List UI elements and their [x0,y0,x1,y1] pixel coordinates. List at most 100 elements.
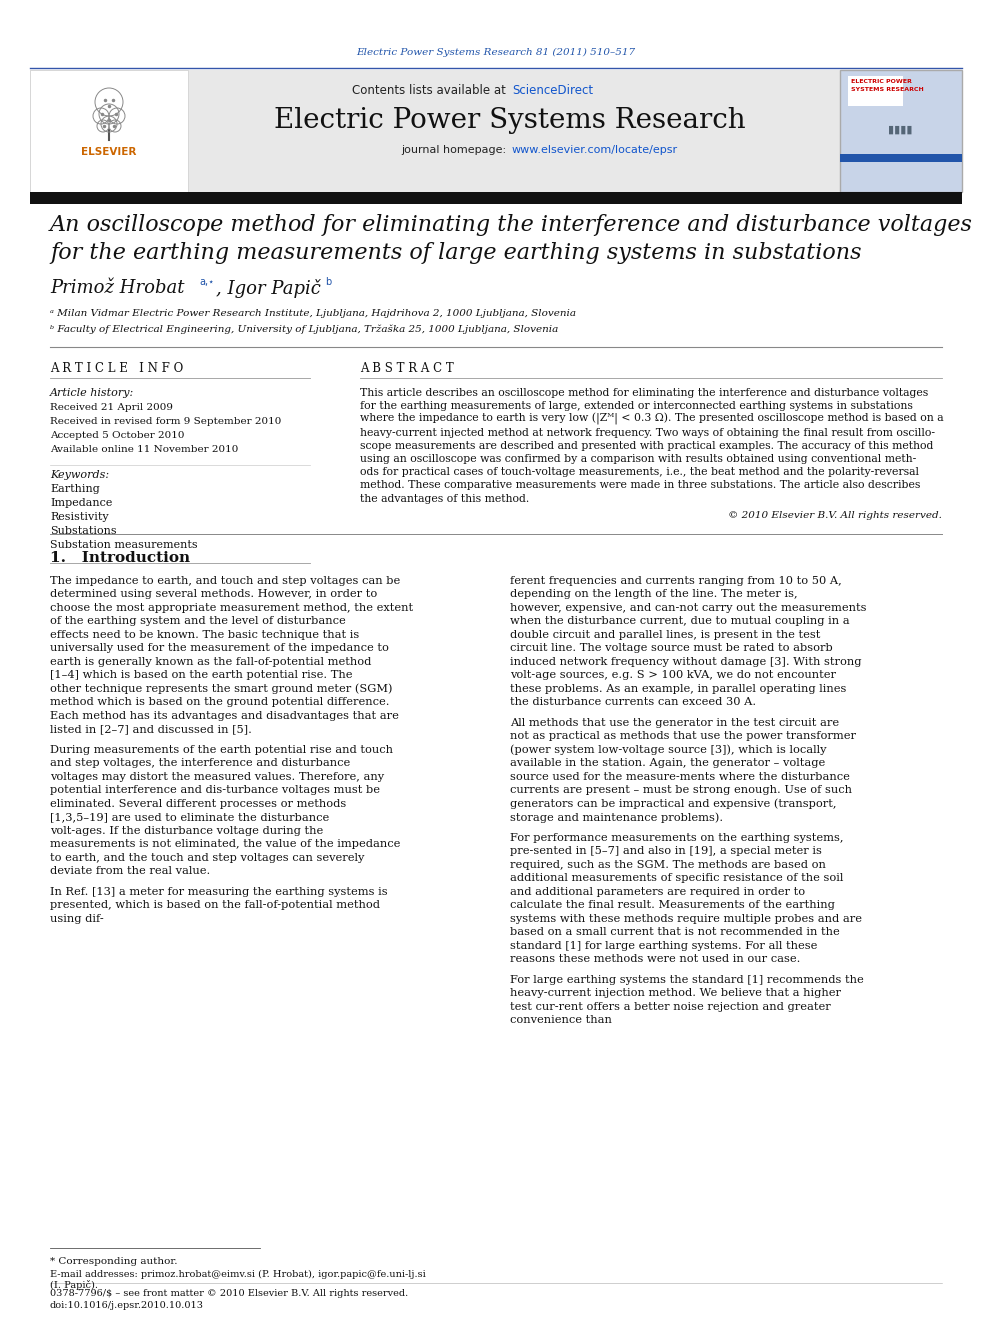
Text: Each method has its advantages and disadvantages that are: Each method has its advantages and disad… [50,710,399,721]
Text: these problems. As an example, in parallel operating lines: these problems. As an example, in parall… [510,684,846,693]
Text: determined using several methods. However, in order to: determined using several methods. Howeve… [50,589,377,599]
Text: For performance measurements on the earthing systems,: For performance measurements on the eart… [510,832,843,843]
Text: scope measurements are described and presented with practical examples. The accu: scope measurements are described and pre… [360,441,933,451]
Text: the advantages of this method.: the advantages of this method. [360,493,530,504]
Text: 1.   Introduction: 1. Introduction [50,550,190,565]
Text: circuit line. The voltage source must be rated to absorb: circuit line. The voltage source must be… [510,643,832,654]
Text: [1–4] which is based on the earth potential rise. The: [1–4] which is based on the earth potent… [50,671,352,680]
Text: Earthing: Earthing [50,484,100,493]
Text: using an oscilloscope was confirmed by a comparison with results obtained using : using an oscilloscope was confirmed by a… [360,454,917,464]
Text: systems with these methods require multiple probes and are: systems with these methods require multi… [510,914,862,923]
Text: and step voltages, the interference and disturbance: and step voltages, the interference and … [50,758,350,769]
Text: storage and maintenance problems).: storage and maintenance problems). [510,812,723,823]
Text: The impedance to earth, and touch and step voltages can be: The impedance to earth, and touch and st… [50,576,400,586]
Text: This article describes an oscilloscope method for eliminating the interference a: This article describes an oscilloscope m… [360,388,929,398]
Text: reasons these methods were not used in our case.: reasons these methods were not used in o… [510,954,801,964]
Text: Substation measurements: Substation measurements [50,540,197,550]
Text: ▮▮▮▮: ▮▮▮▮ [888,124,913,135]
Text: other technique represents the smart ground meter (SGM): other technique represents the smart gro… [50,684,393,695]
Text: heavy-current injection method. We believe that a higher: heavy-current injection method. We belie… [510,988,841,999]
Text: deviate from the real value.: deviate from the real value. [50,867,210,876]
Text: based on a small current that is not recommended in the: based on a small current that is not rec… [510,927,840,937]
Text: All methods that use the generator in the test circuit are: All methods that use the generator in th… [510,718,839,728]
Bar [848,75,903,106]
Text: Electric Power Systems Research 81 (2011) 510–517: Electric Power Systems Research 81 (2011… [356,48,636,57]
Bar [840,70,962,192]
Text: 0378-7796/$ – see front matter © 2010 Elsevier B.V. All rights reserved.: 0378-7796/$ – see front matter © 2010 El… [50,1289,409,1298]
Text: currents are present – must be strong enough. Use of such: currents are present – must be strong en… [510,786,852,795]
Text: calculate the final result. Measurements of the earthing: calculate the final result. Measurements… [510,900,835,910]
Text: ods for practical cases of touch-voltage measurements, i.e., the beat method and: ods for practical cases of touch-voltage… [360,467,919,478]
Text: additional measurements of specific resistance of the soil: additional measurements of specific resi… [510,873,843,884]
Text: An oscilloscope method for eliminating the interference and disturbance voltages: An oscilloscope method for eliminating t… [50,214,973,235]
Text: [1,3,5–19] are used to eliminate the disturbance: [1,3,5–19] are used to eliminate the dis… [50,812,329,823]
Text: Keywords:: Keywords: [50,470,109,480]
Text: Electric Power Systems Research: Electric Power Systems Research [274,106,746,134]
Text: ᵃ Milan Vidmar Electric Power Research Institute, Ljubljana, Hajdrihova 2, 1000 : ᵃ Milan Vidmar Electric Power Research I… [50,308,576,318]
Text: ELSEVIER: ELSEVIER [81,147,137,157]
Text: Primož Hrobat: Primož Hrobat [50,279,185,296]
Text: Accepted 5 October 2010: Accepted 5 October 2010 [50,430,185,439]
Text: Resistivity: Resistivity [50,512,109,523]
Text: Substations: Substations [50,527,117,536]
Text: (I. Papič).: (I. Papič). [50,1279,98,1290]
Text: measurements is not eliminated, the value of the impedance: measurements is not eliminated, the valu… [50,839,401,849]
Text: Received in revised form 9 September 2010: Received in revised form 9 September 201… [50,417,282,426]
Text: listed in [2–7] and discussed in [5].: listed in [2–7] and discussed in [5]. [50,724,252,734]
Text: method. These comparative measurements were made in three substations. The artic: method. These comparative measurements w… [360,480,921,491]
Text: using dif-: using dif- [50,914,104,923]
Text: a,⋆: a,⋆ [199,277,214,287]
Text: not as practical as methods that use the power transformer: not as practical as methods that use the… [510,732,856,741]
Text: for the earthing measurements of large, extended or interconnected earthing syst: for the earthing measurements of large, … [360,401,913,411]
Text: standard [1] for large earthing systems. For all these: standard [1] for large earthing systems.… [510,941,817,951]
Text: to earth, and the touch and step voltages can severely: to earth, and the touch and step voltage… [50,853,364,863]
Text: A R T I C L E   I N F O: A R T I C L E I N F O [50,361,184,374]
Bar [30,192,962,204]
Text: induced network frequency without damage [3]. With strong: induced network frequency without damage… [510,656,861,667]
Text: generators can be impractical and expensive (transport,: generators can be impractical and expens… [510,799,836,810]
Text: A B S T R A C T: A B S T R A C T [360,361,453,374]
Text: heavy-current injected method at network frequency. Two ways of obtaining the fi: heavy-current injected method at network… [360,427,935,438]
Text: effects need to be known. The basic technique that is: effects need to be known. The basic tech… [50,630,359,640]
Text: for the earthing measurements of large earthing systems in substations: for the earthing measurements of large e… [50,242,861,265]
Text: earth is generally known as the fall-of-potential method: earth is generally known as the fall-of-… [50,656,371,667]
Text: (power system low-voltage source [3]), which is locally: (power system low-voltage source [3]), w… [510,745,826,755]
Text: , Igor Papič: , Igor Papič [216,279,320,298]
Text: eliminated. Several different processes or methods: eliminated. Several different processes … [50,799,346,808]
Text: * Corresponding author.: * Corresponding author. [50,1257,178,1266]
Text: www.elsevier.com/locate/epsr: www.elsevier.com/locate/epsr [512,146,679,155]
Text: potential interference and dis-turbance voltages must be: potential interference and dis-turbance … [50,786,380,795]
Text: © 2010 Elsevier B.V. All rights reserved.: © 2010 Elsevier B.V. All rights reserved… [728,511,942,520]
Bar [30,70,188,192]
Text: however, expensive, and can-not carry out the measurements: however, expensive, and can-not carry ou… [510,603,866,613]
Text: For large earthing systems the standard [1] recommends the: For large earthing systems the standard … [510,975,864,984]
Text: SYSTEMS RESEARCH: SYSTEMS RESEARCH [851,87,924,93]
Text: Received 21 April 2009: Received 21 April 2009 [50,402,173,411]
Text: ELECTRIC POWER: ELECTRIC POWER [851,79,912,83]
Text: volt-age sources, e.g. S > 100 kVA, we do not encounter: volt-age sources, e.g. S > 100 kVA, we d… [510,671,836,680]
Text: ScienceDirect: ScienceDirect [512,83,593,97]
Bar [840,153,962,161]
Text: the disturbance currents can exceed 30 A.: the disturbance currents can exceed 30 A… [510,697,756,708]
Text: Contents lists available at: Contents lists available at [352,83,510,97]
Text: double circuit and parallel lines, is present in the test: double circuit and parallel lines, is pr… [510,630,820,640]
Text: Impedance: Impedance [50,497,112,508]
Text: presented, which is based on the fall-of-potential method: presented, which is based on the fall-of… [50,900,380,910]
Text: required, such as the SGM. The methods are based on: required, such as the SGM. The methods a… [510,860,826,869]
Text: pre-sented in [5–7] and also in [19], a special meter is: pre-sented in [5–7] and also in [19], a … [510,847,822,856]
Text: test cur-rent offers a better noise rejection and greater: test cur-rent offers a better noise reje… [510,1002,830,1012]
Text: where the impedance to earth is very low (|Zᴹ| < 0.3 Ω). The presented oscillosc: where the impedance to earth is very low… [360,413,943,426]
Text: convenience than: convenience than [510,1015,612,1025]
Text: universally used for the measurement of the impedance to: universally used for the measurement of … [50,643,389,654]
Text: doi:10.1016/j.epsr.2010.10.013: doi:10.1016/j.epsr.2010.10.013 [50,1302,204,1311]
Text: During measurements of the earth potential rise and touch: During measurements of the earth potenti… [50,745,393,755]
Text: Available online 11 November 2010: Available online 11 November 2010 [50,445,238,454]
Text: voltages may distort the measured values. Therefore, any: voltages may distort the measured values… [50,771,384,782]
Text: E-mail addresses: primoz.hrobat@eimv.si (P. Hrobat), igor.papic@fe.uni-lj.si: E-mail addresses: primoz.hrobat@eimv.si … [50,1270,426,1278]
Text: of the earthing system and the level of disturbance: of the earthing system and the level of … [50,617,346,626]
Text: volt-ages. If the disturbance voltage during the: volt-ages. If the disturbance voltage du… [50,826,323,836]
Text: b: b [325,277,331,287]
Text: method which is based on the ground potential difference.: method which is based on the ground pote… [50,697,390,708]
Text: ᵇ Faculty of Electrical Engineering, University of Ljubljana, Tržaška 25, 1000 L: ᵇ Faculty of Electrical Engineering, Uni… [50,324,558,333]
Text: In Ref. [13] a meter for measuring the earthing systems is: In Ref. [13] a meter for measuring the e… [50,886,388,897]
